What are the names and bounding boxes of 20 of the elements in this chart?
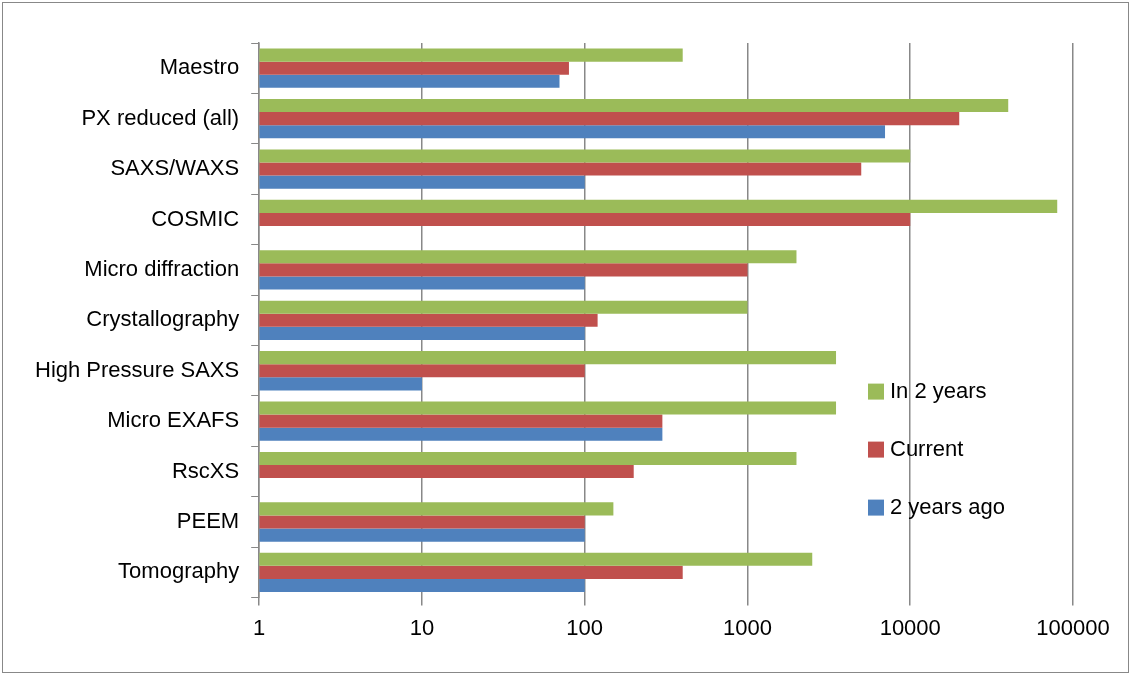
x-tick-label: 10000: [879, 614, 941, 640]
y-tick-label: COSMIC: [151, 205, 240, 231]
y-tick-label: Maestro: [159, 54, 240, 80]
x-tick-label: 1: [253, 614, 266, 640]
y-tick-label: PX reduced (all): [81, 104, 240, 130]
x-tick-label: 10: [409, 614, 435, 640]
x-tick-label: 1000: [723, 614, 772, 640]
y-tick-label: PEEM: [176, 508, 240, 534]
y-tick-label: High Pressure SAXS: [35, 356, 240, 382]
y-tick-label: Crystallography: [86, 306, 240, 332]
legend-label: In 2 years: [890, 377, 987, 403]
y-tick-label: SAXS/WAXS: [110, 155, 240, 181]
x-tick-label: 100000: [1036, 614, 1110, 640]
legend-label: 2 years ago: [890, 493, 1005, 519]
y-tick-label: RscXS: [171, 457, 240, 483]
x-tick-label: 100: [566, 614, 604, 640]
y-tick-label: Micro diffraction: [84, 255, 240, 281]
legend-label: Current: [890, 435, 964, 461]
y-tick-label: Tomography: [118, 558, 240, 584]
y-tick-label: Micro EXAFS: [107, 407, 240, 433]
